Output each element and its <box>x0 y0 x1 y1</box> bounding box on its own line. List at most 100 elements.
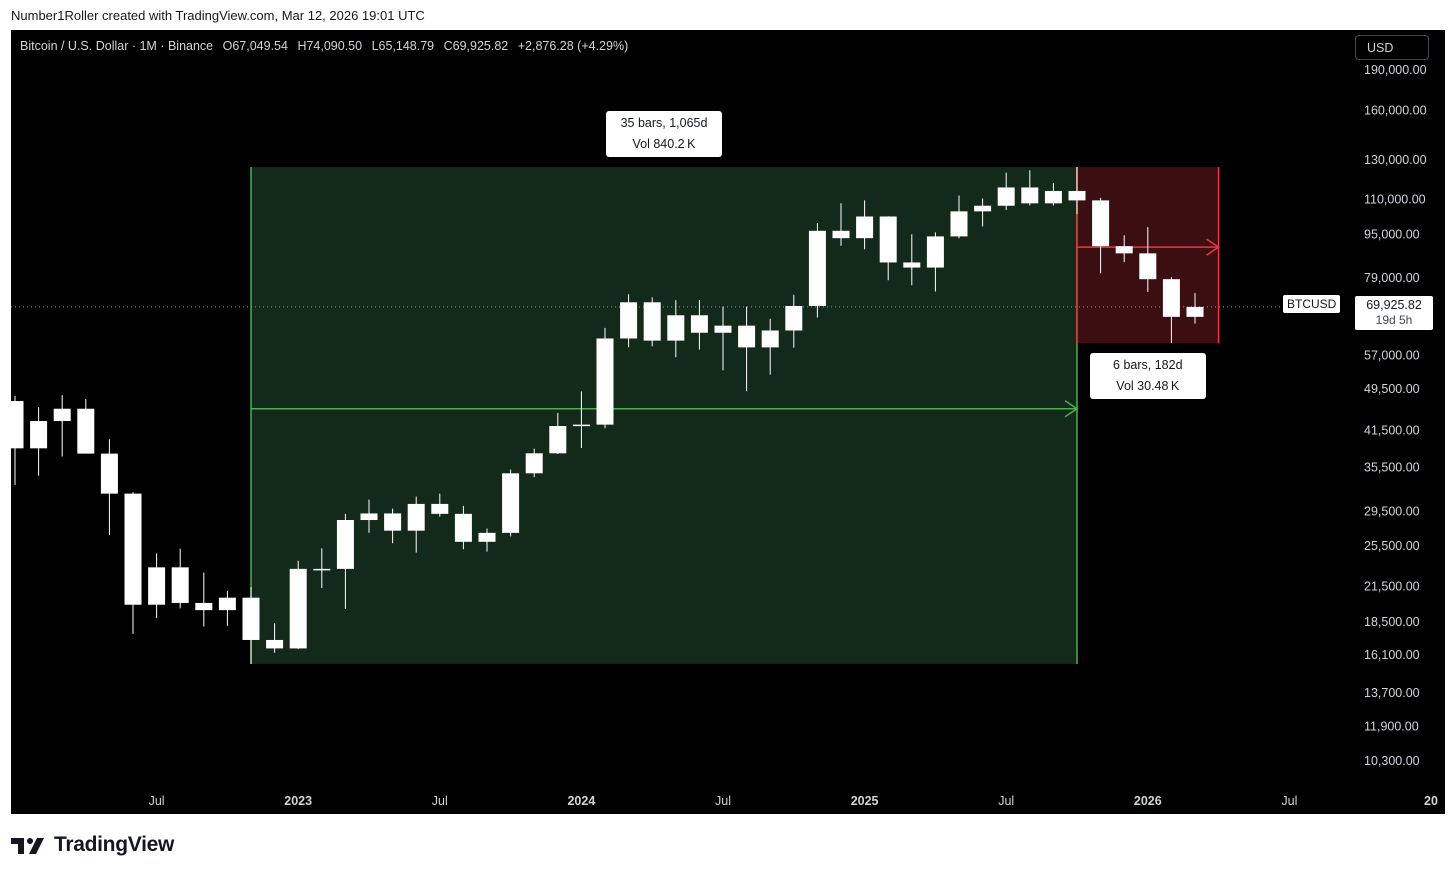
candle-body <box>714 325 732 333</box>
symbol-price-label: BTCUSD <box>1283 295 1341 313</box>
legend-close: C69,925.82 <box>443 39 509 53</box>
bar-countdown: 19d 5h <box>1375 313 1413 327</box>
candle-body <box>950 211 968 237</box>
y-axis-tick-label: 21,500.00 <box>1364 579 1420 593</box>
candle-body <box>478 532 496 542</box>
candle-body <box>643 302 661 341</box>
last-price-tag: 69,925.82 19d 5h <box>1355 296 1433 330</box>
ohlc-legend: Bitcoin / U.S. Dollar · 1M · Binance O67… <box>20 39 634 53</box>
x-axis-tick-label: 20 <box>1424 794 1438 808</box>
y-axis-tick-label: 16,100.00 <box>1364 648 1420 662</box>
candle-body <box>53 408 71 422</box>
candle-body <box>502 473 520 533</box>
candle-body <box>832 230 850 239</box>
y-axis-tick-label: 35,500.00 <box>1364 461 1420 475</box>
legend-symbol: Bitcoin / U.S. Dollar · 1M · Binance <box>20 39 214 53</box>
legend-open: O67,049.54 <box>222 39 288 53</box>
candle-body <box>667 315 685 341</box>
chart-caption: Number1Roller created with TradingView.c… <box>11 8 425 23</box>
candle-body <box>289 568 307 649</box>
candle-body <box>856 216 874 239</box>
candle-body <box>1068 190 1086 201</box>
up-range-volume: Vol 840.2 K <box>632 136 696 151</box>
currency-button[interactable]: USD <box>1355 35 1429 60</box>
y-axis-tick-label: 18,500.00 <box>1364 615 1420 629</box>
up-range-arrow-head <box>1064 400 1079 418</box>
x-axis-tick-label: 2026 <box>1134 794 1162 808</box>
y-axis-tick-label: 160,000.00 <box>1364 104 1427 118</box>
candle-body <box>808 230 826 306</box>
x-axis-tick-label: Jul <box>432 794 448 808</box>
x-axis-tick-label: Jul <box>998 794 1014 808</box>
legend-low: L65,148.79 <box>371 39 435 53</box>
legend-change: +2,876.28 (+4.29%) <box>517 39 629 53</box>
candle-body <box>879 216 897 263</box>
candle-body <box>100 453 118 494</box>
candle-body <box>11 401 24 449</box>
down-range-bars-days: 6 bars, 182d <box>1113 358 1183 373</box>
y-axis-tick-label: 29,500.00 <box>1364 504 1420 518</box>
y-axis-tick-label: 11,900.00 <box>1364 720 1419 734</box>
candle-body <box>997 187 1015 206</box>
chart-panel[interactable]: 190,000.00 160,000.00 130,000.00 110,000.00… <box>11 30 1445 814</box>
y-axis-tick-label: 110,000.00 <box>1364 193 1426 207</box>
candle-body <box>1115 246 1133 254</box>
candle-body <box>336 520 354 569</box>
x-axis-tick-label: 2024 <box>567 794 595 808</box>
candle-body <box>785 305 803 331</box>
candle-body <box>1044 190 1062 204</box>
candle-body <box>148 567 166 605</box>
y-axis-tick-label: 130,000.00 <box>1364 153 1427 167</box>
x-axis-tick-label: Jul <box>1281 794 1297 808</box>
up-range-box <box>251 166 1077 664</box>
candle-body <box>1186 306 1204 317</box>
candle-body <box>407 503 425 531</box>
candle-body <box>124 493 142 605</box>
last-price-value: 69,925.82 <box>1366 298 1422 312</box>
candle-body <box>1021 187 1039 204</box>
legend-high: H74,090.50 <box>297 39 363 53</box>
candle-body <box>218 597 236 611</box>
y-axis-tick-label: 49,500.00 <box>1364 382 1420 396</box>
candle-body <box>266 639 284 649</box>
up-range-measure-label: 35 bars, 1,065d Vol 840.2 K <box>606 110 722 157</box>
y-axis-tick-label: 10,300.00 <box>1364 754 1420 768</box>
candle-body <box>1162 279 1180 317</box>
candle-body <box>572 424 590 427</box>
candle-body <box>1139 253 1157 280</box>
candle-body <box>903 262 921 268</box>
candle-body <box>171 567 189 603</box>
y-axis-tick-label: 95,000.00 <box>1364 227 1420 241</box>
price-chart[interactable]: 190,000.00 160,000.00 130,000.00 110,000.00… <box>11 30 1445 814</box>
candle-body <box>384 513 402 531</box>
x-axis-tick-label: Jul <box>715 794 731 808</box>
y-axis-tick-label: 190,000.00 <box>1364 63 1427 77</box>
down-range-volume: Vol 30.48 K <box>1116 379 1180 394</box>
x-axis-tick-label: Jul <box>149 794 165 808</box>
down-range-arrow-head <box>1206 238 1220 256</box>
candle-body <box>1092 200 1110 247</box>
candle-body <box>454 513 472 542</box>
y-axis-tick-label: 25,500.00 <box>1364 539 1420 553</box>
candle-body <box>690 315 708 333</box>
candle-body <box>620 302 638 339</box>
candle-body <box>313 568 331 571</box>
candle-body <box>596 338 614 425</box>
y-axis-tick-label: 13,700.00 <box>1364 686 1420 700</box>
candle-body <box>525 453 543 474</box>
tradingview-logo-icon <box>11 838 44 854</box>
candle-body <box>926 236 944 268</box>
candle-body <box>974 205 992 212</box>
candle-body <box>77 408 95 454</box>
y-axis-tick-label: 79,000.00 <box>1364 271 1420 285</box>
candle-body <box>360 513 378 521</box>
y-axis-tick-label: 57,000.00 <box>1364 348 1420 362</box>
candle-body <box>431 503 449 514</box>
x-axis-tick-label: 2025 <box>851 794 879 808</box>
candle-body <box>549 426 567 454</box>
y-axis-tick-label: 41,500.00 <box>1364 424 1420 438</box>
tradingview-wordmark: TradingView <box>54 833 175 856</box>
tradingview-logo: TradingView <box>11 833 174 857</box>
candle-body <box>738 325 756 348</box>
candle-body <box>30 421 48 449</box>
